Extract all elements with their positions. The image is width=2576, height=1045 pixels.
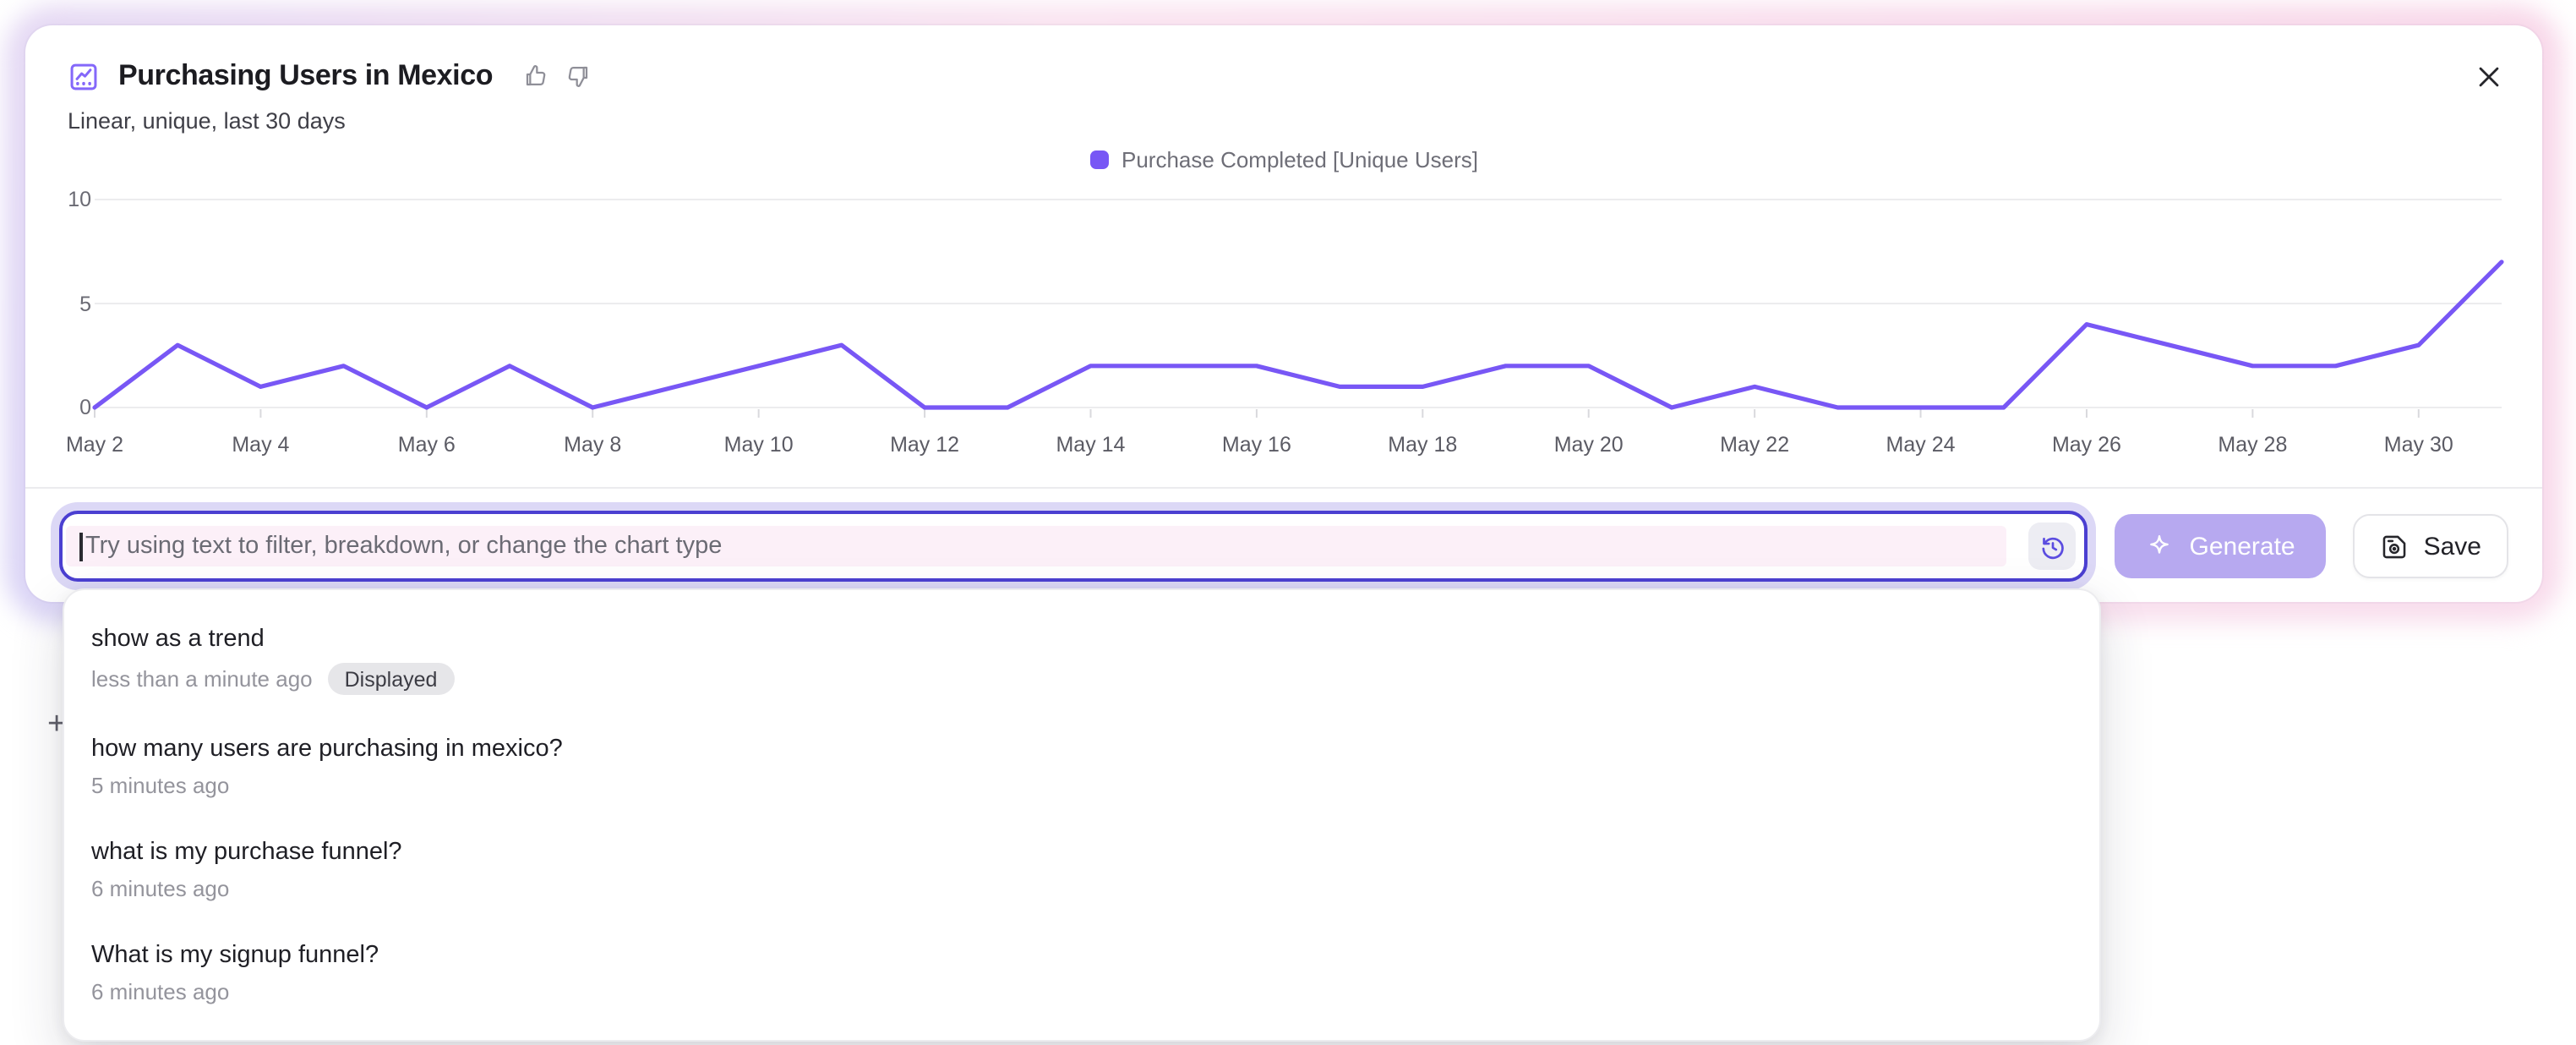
x-axis-label: May 8	[564, 433, 622, 457]
x-axis-label: May 4	[232, 433, 290, 457]
prompt-placeholder: Try using text to filter, breakdown, or …	[85, 533, 723, 560]
ai-prompt-row: Try using text to filter, breakdown, or …	[25, 489, 2542, 582]
chart-subtitle: Linear, unique, last 30 days	[68, 108, 346, 134]
history-item[interactable]: show as a trend less than a minute ago Dis…	[64, 605, 2099, 715]
chart-card-glow: Purchasing Users in Mexico	[25, 25, 2542, 602]
save-button[interactable]: Save	[2352, 514, 2508, 578]
legend-label: Purchase Completed [Unique Users]	[1122, 147, 1478, 172]
history-query: What is my signup funnel?	[91, 942, 379, 969]
history-query: what is my purchase funnel?	[91, 839, 402, 866]
x-axis-label: May 24	[1886, 433, 1956, 457]
close-button[interactable]	[2471, 59, 2507, 95]
background-plus: +	[47, 707, 67, 742]
x-axis-label: May 2	[65, 433, 124, 457]
thumbs-down-icon	[564, 63, 591, 90]
y-axis-label: 10	[68, 188, 91, 211]
legend-swatch	[1089, 150, 1108, 169]
ai-prompt-input[interactable]: Try using text to filter, breakdown, or …	[59, 511, 2088, 582]
chart-plot[interactable]	[92, 183, 2504, 423]
history-item[interactable]: what is my purchase funnel? 6 minutes ago	[64, 818, 2099, 922]
thumbs-up-icon	[521, 63, 548, 90]
sparkle-icon	[2146, 532, 2175, 561]
x-axis-label: May 18	[1388, 433, 1458, 457]
line-chart-icon	[68, 60, 100, 92]
chart-card: Purchasing Users in Mexico	[25, 25, 2542, 602]
x-axis-label: May 12	[890, 433, 960, 457]
x-axis-label: May 22	[1720, 433, 1790, 457]
save-label: Save	[2423, 532, 2481, 561]
x-axis-label: May 20	[1553, 433, 1624, 457]
status-badge: Displayed	[327, 663, 455, 695]
history-timestamp: less than a minute ago	[91, 666, 313, 692]
generate-button[interactable]: Generate	[2115, 514, 2326, 578]
x-axis-label: May 30	[2383, 433, 2453, 457]
save-icon	[2380, 532, 2409, 561]
history-item[interactable]: how many users are purchasing in mexico?…	[64, 715, 2099, 818]
history-timestamp: 6 minutes ago	[91, 876, 230, 901]
x-axis-label: May 16	[1221, 433, 1291, 457]
series-line	[92, 260, 2504, 410]
chart-block: Purchase Completed [Unique Users] 10 5 0 Ma…	[25, 134, 2542, 489]
prompt-history-dropdown: show as a trend less than a minute ago Dis…	[63, 588, 2101, 1042]
chart-legend[interactable]: Purchase Completed [Unique Users]	[59, 134, 2508, 183]
history-timestamp: 5 minutes ago	[91, 773, 230, 798]
close-icon	[2475, 63, 2503, 91]
x-axis-label: May 14	[1056, 433, 1126, 457]
prompt-history-button[interactable]	[2028, 522, 2077, 570]
history-query: show as a trend	[91, 626, 265, 653]
card-header: Purchasing Users in Mexico	[25, 25, 2542, 134]
page-title: Purchasing Users in Mexico	[118, 59, 494, 91]
x-axis-label: May 10	[723, 433, 794, 457]
generate-label: Generate	[2189, 532, 2295, 561]
history-clock-icon	[2038, 532, 2067, 561]
history-timestamp: 6 minutes ago	[91, 979, 230, 1004]
history-query: how many users are purchasing in mexico?	[91, 736, 563, 763]
x-axis-label: May 6	[397, 433, 456, 457]
x-axis-label: May 28	[2218, 433, 2288, 457]
text-cursor	[79, 532, 82, 561]
x-axis-label: May 26	[2051, 433, 2121, 457]
line-chart[interactable]: 10 5 0 May 2 May 4 May 6 May 8 May 10 May 12 May …	[59, 183, 2508, 470]
prompt-highlight: Try using text to filter, breakdown, or …	[66, 526, 2007, 566]
history-item[interactable]: What is my signup funnel? 6 minutes ago	[64, 922, 2099, 1025]
thumbs-up-button[interactable]	[521, 63, 548, 90]
y-axis-label: 5	[79, 292, 91, 315]
y-axis-label: 0	[79, 396, 91, 419]
thumbs-down-button[interactable]	[564, 63, 591, 90]
